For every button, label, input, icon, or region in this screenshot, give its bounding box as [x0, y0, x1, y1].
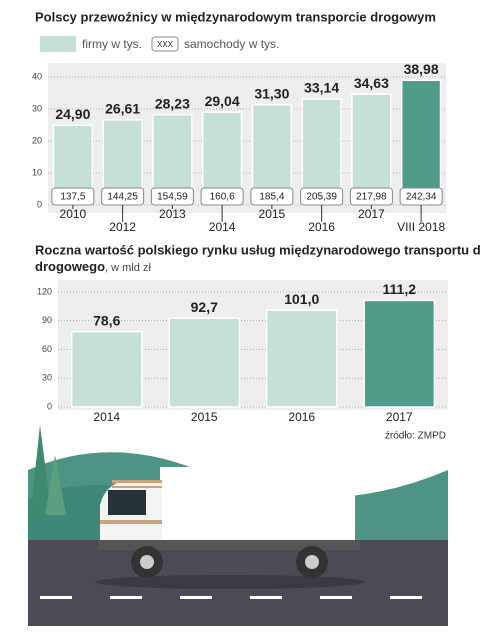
bar [351, 93, 392, 206]
y-tick-label: 60 [42, 344, 52, 354]
value-label: 31,30 [254, 86, 289, 102]
legend-swatch [151, 36, 179, 52]
legend-label: firmy w tys. [82, 37, 142, 51]
value-box-label: 160,6 [210, 192, 235, 203]
y-tick-label: 30 [42, 373, 52, 383]
value-label: 26,61 [105, 101, 140, 117]
x-tick-label: 2015 [259, 207, 286, 221]
bar [301, 98, 342, 206]
y-tick-label: 20 [32, 135, 42, 145]
value-box-label: 144,25 [107, 192, 138, 203]
value-label: 78,6 [93, 312, 120, 328]
legend-swatch [40, 36, 76, 52]
x-tick-label: 2015 [191, 410, 218, 424]
x-tick-label: 2013 [159, 207, 186, 221]
value-label: 24,90 [55, 106, 90, 122]
chart-title: Roczna wartość polskiego rynku usług mię… [35, 242, 480, 257]
x-tick-label: 2012 [109, 220, 136, 234]
y-tick-label: 0 [47, 401, 52, 411]
y-tick-label: 120 [37, 286, 52, 296]
x-tick-label: 2010 [60, 207, 87, 221]
value-box-label: 242,34 [406, 192, 437, 203]
value-label: 92,7 [191, 299, 218, 315]
value-label: 111,2 [383, 281, 417, 297]
x-tick-label: 2016 [288, 410, 315, 424]
chart-title: drogowego, w mld zł [35, 259, 151, 274]
bar [168, 317, 241, 408]
value-label: 101,0 [284, 291, 319, 307]
x-tick-label: 2017 [386, 410, 413, 424]
y-tick-label: 10 [32, 167, 42, 177]
illustration [28, 425, 448, 626]
y-tick-label: 40 [32, 71, 42, 81]
value-label: 38,98 [404, 61, 439, 77]
value-box-label: 137,5 [60, 192, 85, 203]
y-tick-label: 30 [32, 103, 42, 113]
bar [265, 309, 338, 408]
x-tick-label: VIII 2018 [397, 220, 445, 234]
value-box-label: 217,98 [356, 192, 387, 203]
value-box-label: 185,4 [259, 192, 284, 203]
chart-subtitle: , w mld zł [105, 262, 151, 274]
value-box-label: 205,39 [306, 192, 337, 203]
value-label: 28,23 [155, 95, 190, 111]
x-tick-label: 2014 [93, 410, 120, 424]
value-label: 29,04 [205, 93, 240, 109]
value-label: 33,14 [304, 80, 339, 96]
legend-label: samochody w tys. [184, 37, 279, 51]
y-tick-label: 0 [37, 199, 42, 209]
x-tick-label: 2017 [358, 207, 385, 221]
value-box-label: 154,59 [157, 192, 188, 203]
bar [363, 299, 436, 408]
x-tick-label: 2016 [308, 220, 335, 234]
chart-title: Polscy przewoźnicy w międzynarodowym tra… [35, 9, 436, 24]
source: źródło: ZMPD [385, 431, 446, 442]
y-tick-label: 90 [42, 315, 52, 325]
bar [400, 79, 442, 206]
x-tick-label: 2014 [209, 220, 236, 234]
value-label: 34,63 [354, 75, 389, 91]
bar [70, 330, 143, 408]
legend-sample: XXX [157, 40, 174, 49]
